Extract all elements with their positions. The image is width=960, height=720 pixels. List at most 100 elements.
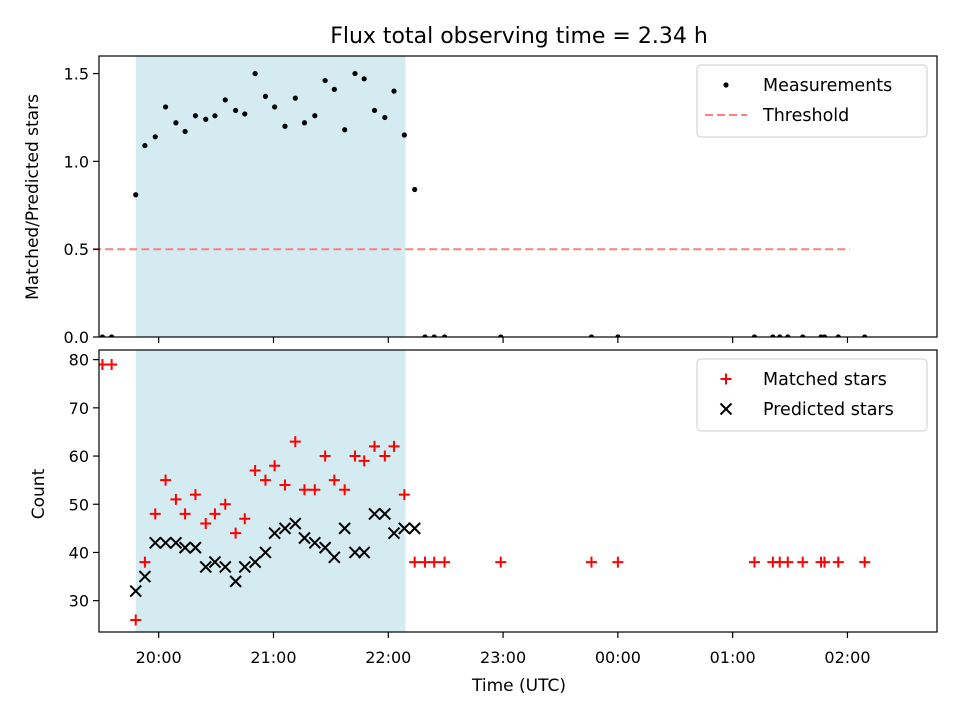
- y-tick-label: 1.5: [64, 65, 89, 84]
- matched-stars-point: [398, 489, 410, 501]
- measurements-point: [361, 76, 367, 82]
- matched-stars-point: [309, 484, 321, 496]
- matched-stars-point: [130, 614, 142, 626]
- measurements-point: [242, 111, 248, 117]
- matched-stars-point: [269, 460, 281, 472]
- measurements-point: [382, 114, 388, 121]
- measurements-point: [431, 334, 437, 337]
- matched-stars-point: [409, 556, 421, 568]
- measurements-point: [401, 132, 407, 138]
- measurements-point: [422, 334, 428, 337]
- measurements-point: [588, 334, 595, 337]
- matched-stars-point: [612, 556, 624, 568]
- measurements-point: [262, 93, 269, 99]
- matched-stars-point: [239, 513, 251, 525]
- matched-stars-point: [279, 479, 291, 491]
- measurements-point: [751, 334, 758, 337]
- y-tick-label: 60: [69, 447, 89, 466]
- matched-stars-point: [230, 527, 242, 539]
- matched-stars-point: [339, 484, 351, 496]
- matched-stars-point: [428, 556, 440, 568]
- matched-stars-point: [797, 556, 809, 568]
- measurements-point: [862, 334, 868, 337]
- matched-stars-point: [819, 556, 831, 568]
- measurements-point: [371, 107, 378, 114]
- matched-stars-point: [328, 474, 340, 486]
- measurements-point: [252, 70, 258, 77]
- predicted-stars-point: [248, 555, 262, 569]
- measurements-point: [152, 134, 158, 140]
- predicted-stars-point: [169, 536, 183, 550]
- matched-stars-point: [106, 358, 118, 370]
- measurements-point: [233, 107, 239, 114]
- matched-stars-point: [259, 474, 271, 486]
- measurements-point: [301, 120, 308, 126]
- matched-stars-point: [179, 508, 191, 520]
- y-tick-label: 80: [69, 351, 89, 370]
- y-tick-label: 50: [69, 495, 89, 514]
- matched-stars-point: [358, 455, 370, 467]
- predicted-stars-point: [259, 546, 272, 559]
- matched-stars-point: [209, 508, 221, 520]
- matched-stars-point: [319, 450, 331, 462]
- measurements-point: [835, 334, 841, 337]
- predicted-stars-point: [138, 570, 152, 583]
- measurements-point: [615, 334, 621, 337]
- measurements-point: [133, 192, 139, 198]
- matched-stars-point: [200, 518, 212, 530]
- bottom-y-axis-label: Count: [29, 468, 49, 519]
- measurements-point: [322, 77, 328, 84]
- matched-stars-point: [99, 358, 108, 370]
- predicted-stars-point: [368, 507, 381, 521]
- matched-stars-point: [859, 556, 871, 568]
- predicted-stars-point: [229, 575, 242, 588]
- measurements-point: [342, 127, 348, 133]
- matched-stars-point: [495, 556, 507, 568]
- legend-label: Threshold: [762, 106, 849, 126]
- measurements-point: [272, 104, 278, 110]
- data-series: [99, 358, 871, 626]
- chart-title: Flux total observing time = 2.34 h: [330, 24, 708, 49]
- measurements-point: [441, 334, 448, 337]
- measurements-point: [312, 113, 318, 119]
- predicted-stars-point: [199, 560, 212, 574]
- data-series: [99, 70, 868, 337]
- predicted-stars-point: [408, 522, 421, 535]
- matched-stars-point: [419, 556, 431, 568]
- measurements-point: [331, 86, 337, 92]
- predicted-stars-point: [159, 536, 172, 550]
- matched-stars-point: [832, 556, 844, 568]
- x-tick-label: 01:00: [710, 648, 756, 667]
- y-tick-label: 70: [69, 399, 89, 418]
- predicted-stars-point: [298, 531, 311, 545]
- measurements-point: [785, 334, 791, 337]
- y-tick-label: 40: [69, 543, 89, 562]
- predicted-stars-point: [378, 507, 392, 521]
- measurements-point: [292, 95, 298, 101]
- matched-stars-point: [748, 556, 760, 568]
- y-tick-label: 0.0: [64, 328, 89, 347]
- y-tick-label: 30: [69, 592, 89, 611]
- matched-stars-point: [369, 440, 381, 452]
- x-axis-label: Time (UTC): [471, 676, 566, 696]
- x-tick-label: 02:00: [824, 648, 870, 667]
- measurements-point: [109, 334, 115, 337]
- legend-label: Measurements: [763, 76, 892, 96]
- predicted-stars-point: [129, 584, 142, 598]
- legend-label: Matched stars: [763, 370, 887, 390]
- measurements-point: [182, 128, 188, 135]
- legend-box: [696, 64, 928, 138]
- measurements-point: [203, 116, 209, 122]
- predicted-stars-point: [398, 522, 411, 535]
- measurements-point: [142, 142, 148, 149]
- matched-stars-point: [585, 556, 597, 568]
- axes-frame: [98, 349, 938, 633]
- predicted-stars-point: [308, 536, 322, 550]
- x-tick-label: 20:00: [136, 648, 182, 667]
- matched-stars-point: [388, 440, 400, 452]
- measurements-point: [498, 334, 504, 337]
- x-tick-label: 23:00: [480, 648, 526, 667]
- measurements-point: [173, 120, 179, 126]
- axes-frame: [98, 55, 938, 338]
